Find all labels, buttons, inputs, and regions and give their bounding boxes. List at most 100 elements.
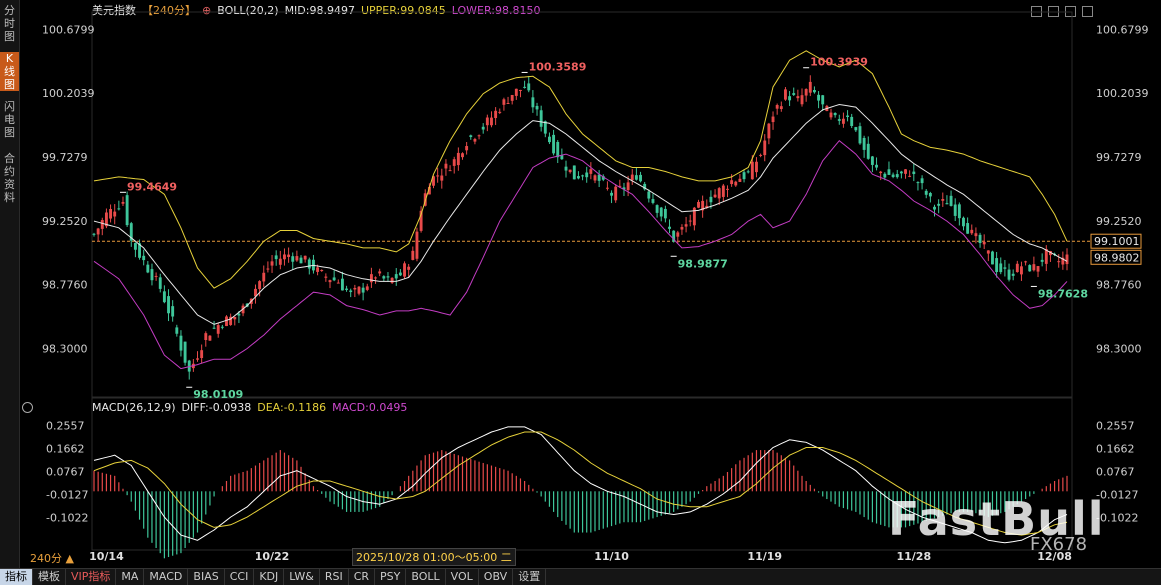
candle-body: [283, 254, 286, 260]
maximize-icon[interactable]: [1082, 6, 1093, 17]
period-label-legend: 【240分】: [142, 4, 196, 17]
indicator-tab-9[interactable]: RSI: [320, 569, 349, 585]
macd-value: MACD:0.0495: [332, 401, 408, 414]
candle-body: [113, 211, 117, 217]
candle-body: [672, 230, 676, 242]
candle-body: [692, 207, 696, 226]
candle-body: [775, 105, 779, 109]
candle-body: [154, 275, 158, 277]
candle-body: [365, 286, 369, 290]
candle-body: [465, 146, 469, 151]
candle-body: [817, 94, 821, 101]
extreme-label: 100.3939: [810, 56, 868, 69]
candle-body: [1003, 267, 1007, 269]
indicator-tab-8[interactable]: LW&: [284, 569, 320, 585]
candle-body: [179, 335, 183, 351]
candle-body: [461, 153, 464, 158]
indicator-tab-0[interactable]: 指标: [0, 569, 33, 585]
indicator-tab-10[interactable]: CR: [349, 569, 376, 585]
candle-body: [237, 313, 241, 316]
candle-body: [374, 277, 377, 279]
candle-body: [146, 264, 150, 273]
candle-body: [904, 169, 907, 174]
candle-body: [481, 126, 485, 130]
candle-body: [945, 203, 949, 205]
price-chart[interactable]: 100.6799 100.6799 100.2039 100.2039 99.7279 9…: [0, 0, 1161, 568]
indicator-tab-5[interactable]: BIAS: [188, 569, 225, 585]
candle-body: [262, 272, 266, 282]
candle-body: [784, 89, 787, 100]
period-selector[interactable]: 240分 ▲: [30, 552, 74, 565]
indicator-tab-11[interactable]: PSY: [375, 569, 407, 585]
indicator-tab-13[interactable]: VOL: [446, 569, 479, 585]
watermark-sub: FX678: [1030, 534, 1088, 555]
candle-body: [419, 210, 423, 231]
candle-body: [324, 276, 328, 278]
candle-body: [680, 227, 684, 230]
candle-body: [543, 121, 547, 134]
candle-body: [411, 250, 415, 260]
candle-body: [804, 89, 808, 96]
candle-body: [96, 228, 100, 235]
candle-body: [568, 169, 572, 173]
candle-body: [883, 173, 887, 178]
candle-body: [634, 175, 638, 180]
candle-body: [208, 335, 212, 341]
indicator-tab-14[interactable]: OBV: [479, 569, 514, 585]
candle-body: [183, 341, 187, 363]
candle-body: [1065, 254, 1069, 265]
candle-body: [340, 278, 344, 291]
candle-body: [229, 316, 233, 325]
indicator-tab-4[interactable]: MACD: [144, 569, 189, 585]
indicator-toggle-icon[interactable]: ⊕: [202, 4, 212, 17]
macd-tick-left: -0.0127: [46, 489, 88, 502]
indicator-tab-1[interactable]: 模板: [33, 569, 66, 585]
macd-settings-icon[interactable]: [22, 402, 33, 413]
candle-body: [991, 251, 994, 265]
candle-body: [618, 185, 622, 187]
candle-body: [837, 119, 841, 121]
price-tick-right: 100.6799: [1096, 23, 1149, 36]
candle-body: [734, 181, 738, 186]
candle-body: [121, 201, 125, 204]
macd-tick-left: -0.1022: [46, 512, 88, 525]
candle-body: [846, 115, 850, 117]
candle-body: [502, 99, 506, 105]
indicator-tab-6[interactable]: CCI: [225, 569, 255, 585]
indicator-tab-7[interactable]: KDJ: [254, 569, 285, 585]
candle-body: [564, 166, 568, 171]
sidebar-tab-0[interactable]: 分时图: [4, 4, 15, 43]
candle-body: [233, 316, 237, 320]
sidebar-tab-2[interactable]: 闪电图: [4, 100, 15, 139]
candle-body: [841, 118, 845, 124]
candle-body: [138, 243, 141, 258]
candle-body: [610, 192, 613, 196]
candle-body: [924, 190, 928, 195]
candle-body: [469, 135, 473, 137]
extreme-label: 98.7628: [1038, 287, 1088, 300]
candle-body: [92, 233, 96, 235]
price-tick-right: 100.2039: [1096, 87, 1149, 100]
candle-body: [891, 174, 895, 177]
candle-body: [332, 277, 336, 281]
candle-body: [916, 182, 920, 184]
x-tick-label: 12/08: [1037, 550, 1072, 563]
candle-body: [982, 241, 986, 245]
candle-body: [361, 287, 365, 293]
sidebar-tab-3[interactable]: 合约资料: [4, 152, 15, 204]
candle-body: [1061, 257, 1065, 265]
candle-body: [485, 117, 489, 126]
indicator-tab-12[interactable]: BOLL: [406, 569, 446, 585]
candle-body: [448, 170, 452, 172]
candle-body: [1057, 261, 1061, 263]
indicator-tab-15[interactable]: 设置: [513, 569, 547, 585]
candle-body: [349, 290, 353, 293]
indicator-tab-2[interactable]: VIP指标: [66, 569, 117, 585]
candle-body: [456, 152, 460, 166]
candle-body: [473, 139, 477, 142]
boll-upper-line: [93, 50, 1068, 289]
candle-body: [995, 258, 999, 273]
indicator-tab-3[interactable]: MA: [116, 569, 145, 585]
candle-body: [746, 171, 750, 173]
